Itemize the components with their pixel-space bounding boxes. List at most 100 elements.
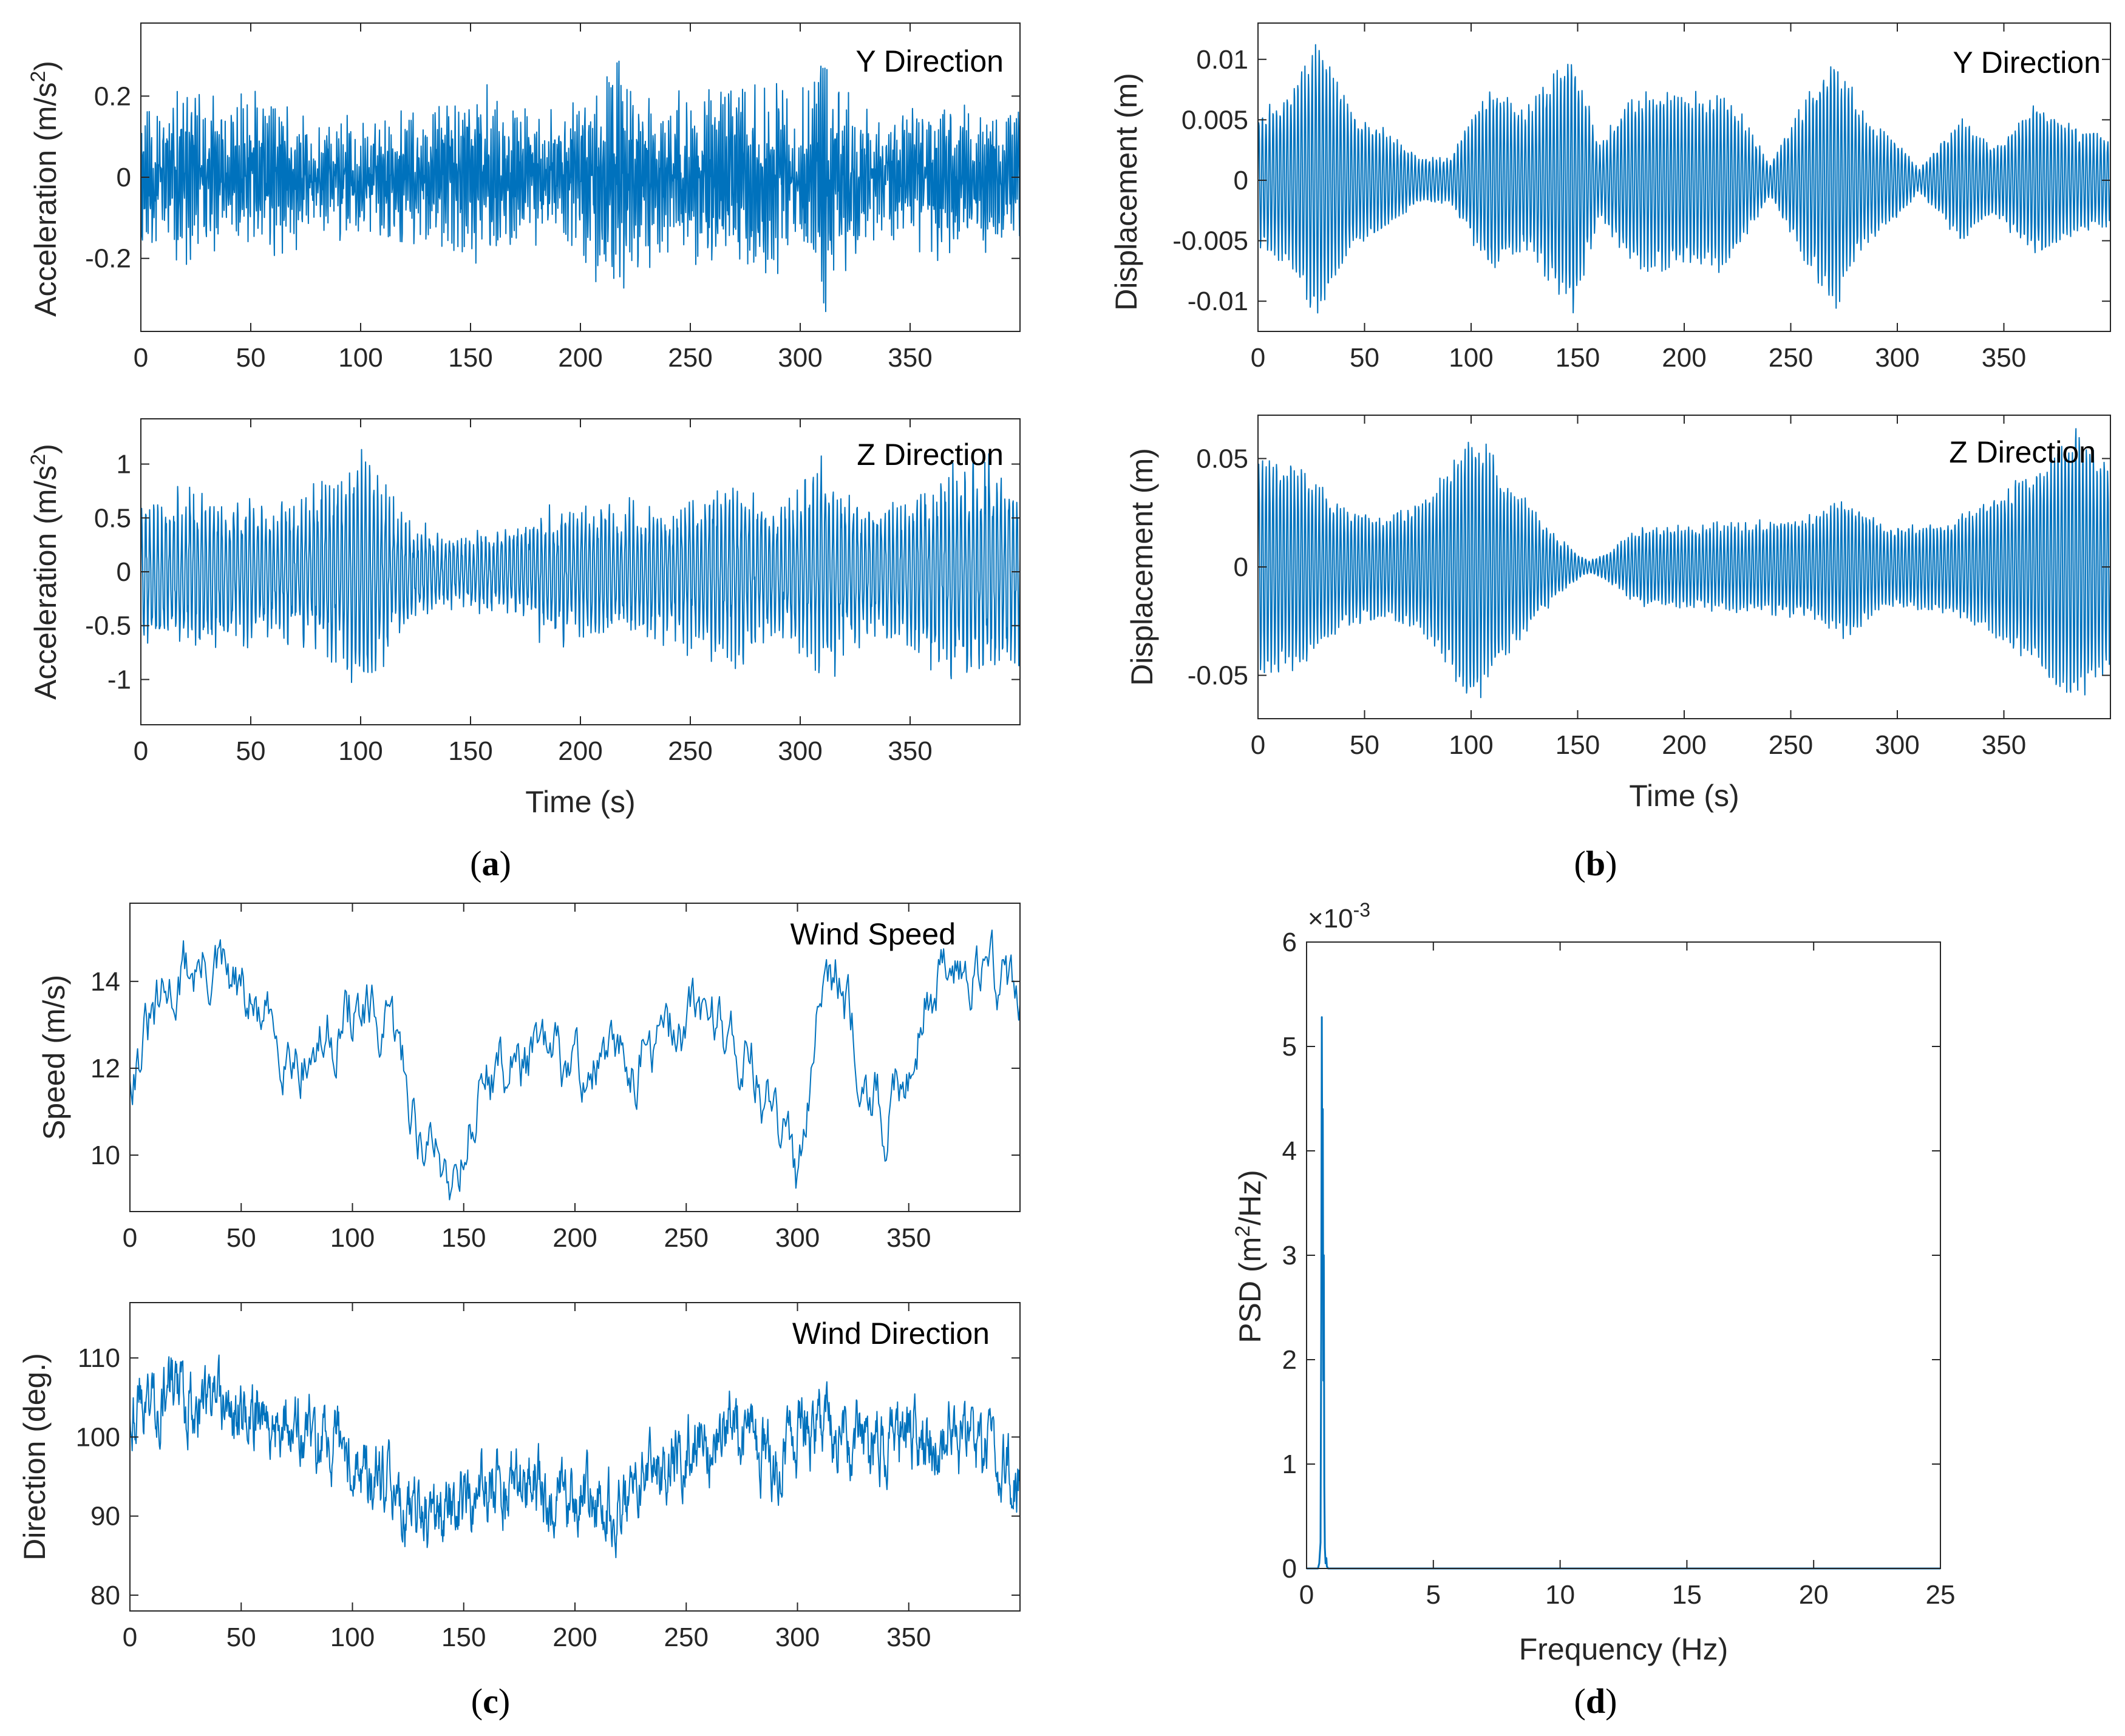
dispY-xtick-label: 150 [1555,343,1600,373]
windDir-xtick-label: 0 [123,1622,137,1652]
windSpeed-xtick-label: 250 [664,1223,709,1253]
psd-ytick-label: 1 [1282,1449,1297,1479]
dispZ-xtick-label: 100 [1449,730,1493,760]
windDir-xtick-label: 100 [330,1622,375,1652]
accZ-ytick-label: -0.5 [85,611,131,641]
psd-xtick-label: 5 [1426,1580,1441,1610]
psd-axes-box [1306,941,1941,1569]
dispZ-series-line [1257,428,2111,699]
chart-psd: ×10-3 PSD (m2/Hz) Frequency (Hz) 0 5 10 15 2… [1231,899,1955,1666]
accY-ytick-label: 0 [117,163,131,192]
psd-xtick-label: 20 [1799,1580,1829,1610]
chart-wind-direction-ylabel: Direction (deg.) [18,1353,52,1561]
accZ-xtick-label: 250 [668,736,712,766]
dispY-ytick-label: -0.005 [1172,226,1248,256]
dispZ-xtick-label: 150 [1555,730,1600,760]
accZ-xtick-label: 0 [134,736,148,766]
accZ-ytick-label: 1 [117,450,131,480]
dispY-series-line [1257,44,2111,314]
psd-ytick-label: 0 [1282,1554,1297,1584]
accY-xtick-label: 350 [888,343,932,373]
accY-xtick-label: 50 [236,343,266,373]
chart-wind-direction-title: Wind Direction [792,1317,990,1351]
dispY-xtick-label: 300 [1875,343,1919,373]
dispZ-xtick-label: 0 [1251,730,1265,760]
dispY-xtick-label: 100 [1449,343,1493,373]
dispY-xtick-label: 250 [1769,343,1813,373]
windSpeed-ytick-label: 10 [90,1141,120,1170]
windSpeed-ytick-label: 14 [90,967,120,997]
dispZ-xtick-label: 300 [1875,730,1919,760]
chart-disp-z-title: Z Direction [1949,435,2096,469]
accY-xtick-label: 200 [558,343,602,373]
windSpeed-xtick-label: 300 [775,1223,820,1253]
chart-wind-speed: Wind Speed Speed (m/s) 0 50 100 150 200 250 30… [37,903,1021,1253]
accY-xtick-label: 100 [338,343,382,373]
dispZ-ytick-label: -0.05 [1188,661,1248,691]
chart-psd-xlabel: Frequency (Hz) [1519,1632,1729,1666]
panel-label-c: (c) [471,1681,510,1721]
chart-psd-ylabel: PSD (m2/Hz) [1231,1170,1267,1343]
windDir-xtick-label: 200 [552,1622,597,1652]
psd-series-line [1307,1016,1940,1570]
accY-xtick-label: 150 [448,343,492,373]
dispZ-xtick-label: 250 [1769,730,1813,760]
accZ-xtick-label: 50 [236,736,266,766]
windSpeed-xtick-label: 50 [226,1223,256,1253]
chart-wind-speed-title: Wind Speed [790,917,956,951]
accZ-xtick-label: 350 [888,736,932,766]
windDir-ytick-label: 90 [90,1502,120,1531]
accZ-ytick-label: -1 [107,665,131,694]
dispY-xtick-label: 350 [1982,343,2026,373]
windDir-xtick-label: 250 [664,1622,709,1652]
dispY-ytick-label: -0.01 [1188,287,1248,316]
chart-disp-y-title: Y Direction [1953,46,2101,80]
windDir-series-line [129,1354,1021,1559]
windSpeed-xtick-label: 350 [886,1223,931,1253]
panel-label-d: (d) [1574,1681,1617,1721]
psd-ytick-label: 4 [1282,1136,1297,1166]
accZ-ytick-label: 0 [117,557,131,587]
dispY-xtick-label: 200 [1662,343,1706,373]
chart-wind-speed-ylabel: Speed (m/s) [37,975,71,1140]
dispZ-xtick-label: 350 [1982,730,2026,760]
accZ-ytick-label: 0.5 [94,503,131,533]
panel-label-b: (b) [1574,844,1617,883]
windSpeed-xtick-label: 100 [330,1223,375,1253]
windDir-xtick-label: 150 [441,1622,486,1652]
accY-ytick-label: -0.2 [85,244,131,274]
psd-xtick-label: 25 [1926,1580,1956,1610]
psd-ytick-label: 2 [1282,1345,1297,1375]
dispZ-ytick-label: 0 [1234,552,1248,582]
chart-disp-y: Y Direction Displacement (m) 0 50 100 150 20… [1109,22,2111,373]
psd-xtick-label: 10 [1545,1580,1575,1610]
chart-wind-direction: Wind Direction Direction (deg.) 0 50 100 15… [18,1302,1021,1652]
dispZ-xtick-label: 200 [1662,730,1706,760]
chart-disp-y-ylabel: Displacement (m) [1109,73,1143,311]
chart-acc-z-title: Z Direction [857,438,1004,472]
chart-acc-z-xlabel: Time (s) [525,785,635,819]
chart-disp-z: Z Direction Displacement (m) Time (s) 0 5… [1125,415,2111,813]
accZ-series-line [140,449,1021,683]
accZ-xtick-label: 100 [338,736,382,766]
windDir-ytick-label: 100 [76,1422,120,1452]
chart-acc-z: Z Direction Acceleration (m/s2) Time (s)… [27,418,1021,819]
windSpeed-xtick-label: 0 [123,1223,137,1253]
psd-xtick-label: 0 [1299,1580,1314,1610]
chart-disp-z-xlabel: Time (s) [1629,779,1739,813]
chart-disp-z-ylabel: Displacement (m) [1125,448,1159,686]
accZ-xtick-label: 150 [448,736,492,766]
accY-xtick-label: 250 [668,343,712,373]
windSpeed-ytick-label: 12 [90,1054,120,1083]
panel-label-a: (a) [470,844,511,883]
dispY-xtick-label: 0 [1251,343,1265,373]
accY-xtick-label: 300 [778,343,822,373]
windDir-xtick-label: 350 [886,1622,931,1652]
psd-xtick-label: 15 [1672,1580,1702,1610]
dispY-ytick-label: 0 [1234,166,1248,195]
chart-acc-z-ylabel: Acceleration (m/s2) [27,444,63,700]
accZ-xtick-label: 300 [778,736,822,766]
dispY-xtick-label: 50 [1350,343,1379,373]
windDir-ytick-label: 110 [78,1343,120,1373]
